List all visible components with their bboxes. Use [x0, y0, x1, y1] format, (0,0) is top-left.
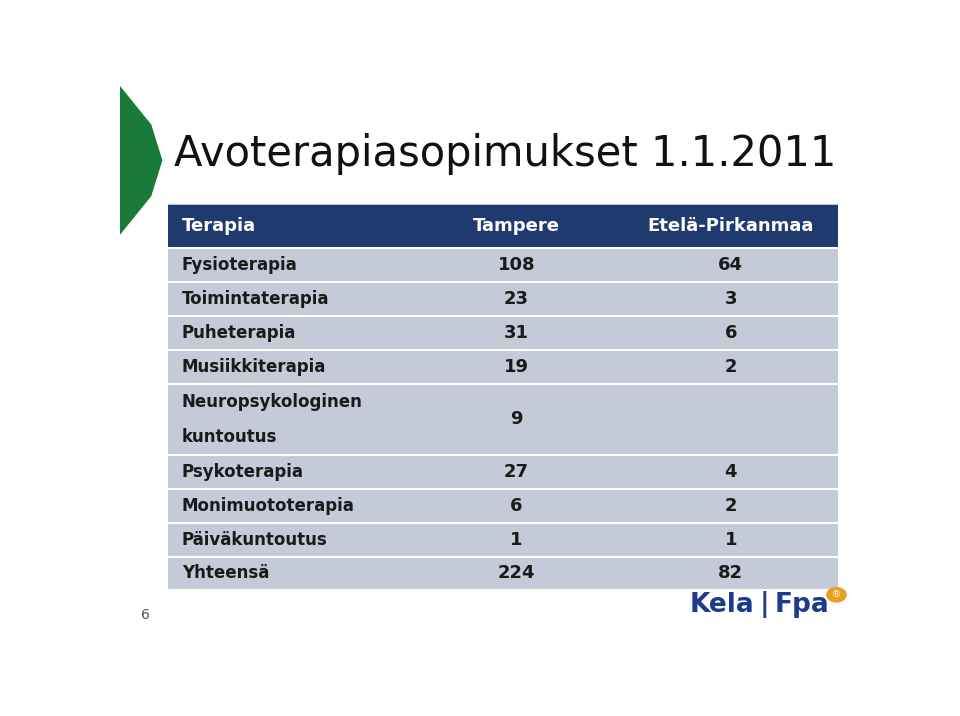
Text: Toimintaterapia: Toimintaterapia [181, 290, 329, 309]
Text: Kela: Kela [689, 592, 754, 618]
Bar [168, 350, 838, 384]
Bar [168, 489, 838, 523]
Text: 82: 82 [718, 564, 743, 582]
Text: Avoterapiasopimukset 1.1.2011: Avoterapiasopimukset 1.1.2011 [174, 132, 836, 175]
Text: Puheterapia: Puheterapia [181, 324, 296, 342]
Bar [168, 384, 838, 455]
Text: 108: 108 [497, 256, 536, 274]
Text: Monimuototerapia: Monimuototerapia [181, 497, 354, 515]
Text: 224: 224 [498, 564, 536, 582]
Text: 4: 4 [725, 463, 737, 481]
Text: Psykoterapia: Psykoterapia [181, 463, 303, 481]
Text: 31: 31 [504, 324, 529, 342]
Text: Musiikkiterapia: Musiikkiterapia [181, 358, 326, 376]
Text: Tampere: Tampere [473, 218, 560, 236]
Circle shape [827, 588, 846, 602]
Text: Päiväkuntoutus: Päiväkuntoutus [181, 531, 327, 548]
Text: 6: 6 [141, 608, 150, 621]
Text: 1: 1 [511, 531, 523, 548]
Text: 3: 3 [725, 290, 737, 309]
Polygon shape [120, 86, 162, 235]
Bar [168, 523, 838, 556]
Text: kuntoutus: kuntoutus [181, 428, 277, 446]
Text: Terapia: Terapia [181, 218, 256, 236]
Text: 64: 64 [718, 256, 743, 274]
Text: 6: 6 [511, 497, 523, 515]
Text: Fysioterapia: Fysioterapia [181, 256, 298, 274]
Text: 2: 2 [725, 497, 737, 515]
Bar [168, 556, 838, 591]
Bar [168, 205, 838, 248]
Text: ®: ® [832, 590, 841, 599]
Text: Fpa: Fpa [775, 592, 829, 618]
Text: 1: 1 [725, 531, 737, 548]
Bar [168, 282, 838, 316]
Text: 23: 23 [504, 290, 529, 309]
Text: Yhteensä: Yhteensä [181, 564, 269, 582]
Text: 27: 27 [504, 463, 529, 481]
Text: Etelä-Pirkanmaa: Etelä-Pirkanmaa [648, 218, 814, 236]
Bar [168, 248, 838, 282]
Text: |: | [760, 591, 770, 618]
Text: 19: 19 [504, 358, 529, 376]
Text: 2: 2 [725, 358, 737, 376]
Text: 9: 9 [511, 410, 523, 428]
Bar [168, 455, 838, 489]
Text: 6: 6 [725, 324, 737, 342]
Text: Neuropsykologinen: Neuropsykologinen [181, 392, 363, 411]
Bar [168, 316, 838, 350]
